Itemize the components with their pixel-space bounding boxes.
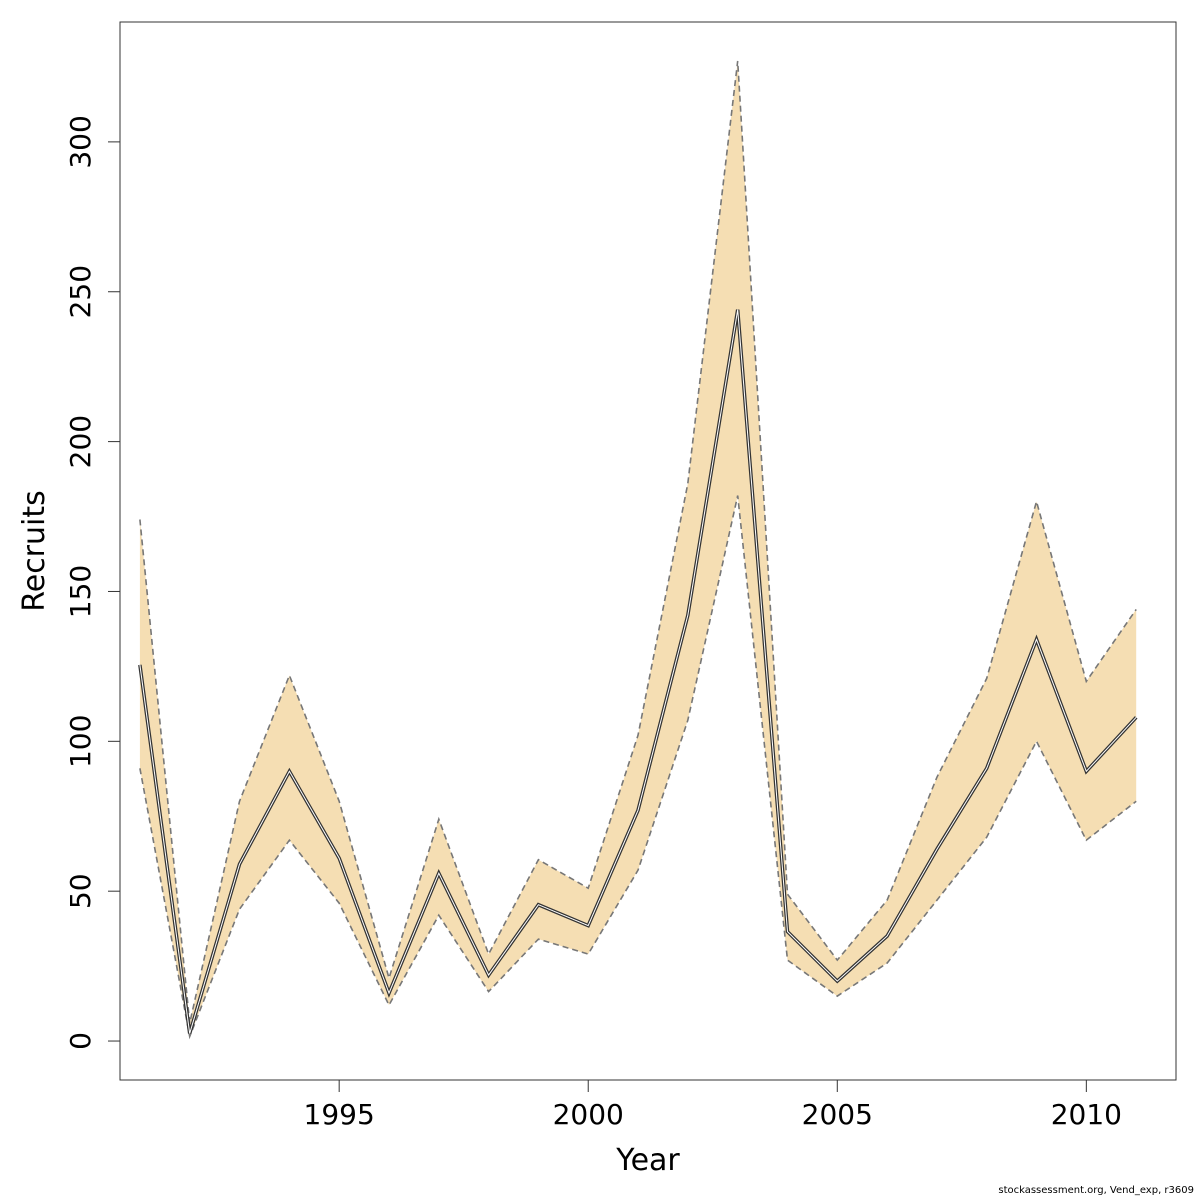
y-axis-title: Recruits <box>17 490 52 612</box>
x-tick-label: 2000 <box>553 1098 624 1131</box>
lower-bound-line <box>139 495 1137 1040</box>
y-tick-label: 100 <box>64 715 97 768</box>
y-tick-label: 300 <box>64 115 97 168</box>
upper-bound-line <box>139 60 1137 1024</box>
y-tick-label: 50 <box>64 873 97 909</box>
y-axis: 0 50 100 150 200 250 300 <box>64 115 120 1050</box>
x-axis: 1995 2000 2005 2010 <box>304 1080 1122 1131</box>
estimate-line-outer <box>138 309 1138 1034</box>
x-tick-label: 1995 <box>304 1098 375 1131</box>
footer-credit: stockassessment.org, Vend_exp, r3609 <box>998 1185 1194 1196</box>
estimate-line-inner <box>139 309 1137 1034</box>
confidence-bounds <box>139 60 1137 1040</box>
x-tick-label: 2005 <box>802 1098 873 1131</box>
band-area <box>139 61 1137 1037</box>
confidence-band <box>139 61 1137 1037</box>
estimate-line <box>138 309 1138 1034</box>
y-tick-label: 0 <box>64 1032 97 1050</box>
x-tick-label: 2010 <box>1051 1098 1122 1131</box>
y-tick-label: 200 <box>64 415 97 468</box>
x-axis-title: Year <box>615 1143 680 1178</box>
plot-frame <box>119 21 1177 1081</box>
y-tick-label: 150 <box>64 565 97 618</box>
y-tick-label: 250 <box>64 265 97 318</box>
